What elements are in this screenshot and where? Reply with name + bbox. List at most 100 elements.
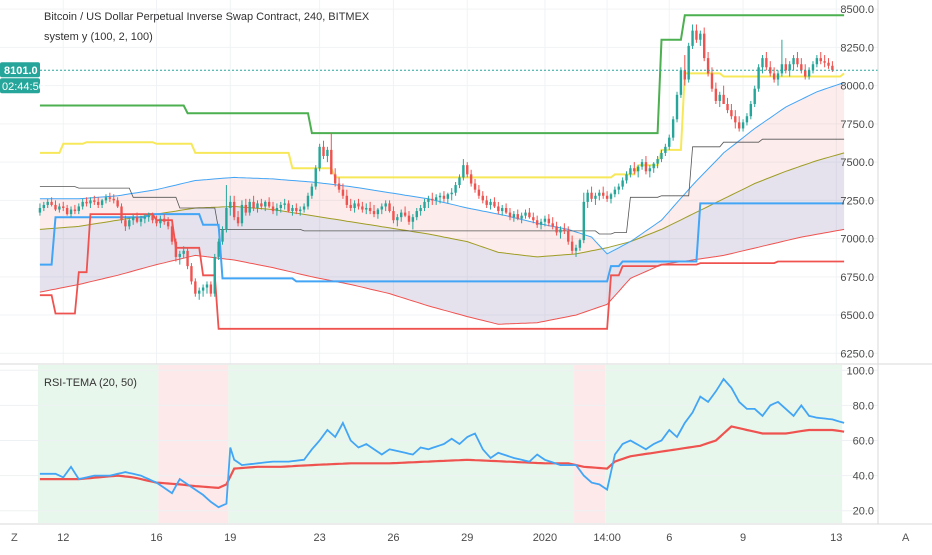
candle-body [209, 284, 213, 294]
candle-body [357, 203, 360, 207]
blue-ma-line [39, 82, 845, 255]
time-tick-label: 14:00 [593, 532, 621, 544]
time-tick-label: 23 [314, 532, 326, 544]
candle-body [58, 206, 61, 210]
candle-body [341, 189, 345, 196]
candle-body [299, 209, 302, 212]
candle-body [679, 70, 683, 95]
candle-body [333, 174, 337, 184]
olive-ma-line [39, 152, 845, 258]
indicator-label: system y (100, 2, 100) [44, 31, 153, 43]
candle-body [388, 203, 391, 212]
candle-body [330, 149, 333, 175]
price-tick-label: 6250.0 [840, 348, 874, 360]
candle-body [194, 281, 197, 294]
candle-body [555, 226, 558, 233]
candle-body [695, 30, 698, 40]
candle-body [737, 122, 741, 129]
rsi-pane[interactable] [0, 365, 878, 523]
candle-body [745, 116, 749, 123]
time-tick-label: 6 [666, 532, 672, 544]
candle-body [699, 33, 702, 40]
lower-band-line [39, 213, 845, 330]
candle-body [703, 33, 706, 59]
candle-body [166, 221, 170, 227]
auto-scale-button[interactable]: A [902, 532, 910, 544]
candle-body [633, 168, 636, 172]
candle-body [400, 212, 403, 218]
time-tick-label: 16 [150, 532, 162, 544]
countdown-tag-text: 02:44:50 [2, 81, 45, 93]
candle-body [260, 203, 263, 207]
candle-body [442, 195, 446, 199]
price-axis[interactable]: 8500.0 8250.0 8000.0 7750.0 7500.0 7250.0 7000… [840, 0, 879, 524]
candle-body [516, 214, 519, 219]
candle-body [466, 165, 469, 175]
price-pane[interactable] [0, 0, 878, 364]
candle-body [438, 195, 442, 198]
candle-body [186, 250, 189, 267]
blue-stair-line [39, 202, 845, 283]
candle-body [497, 206, 500, 212]
candle-body [124, 220, 127, 227]
candle-body [236, 217, 240, 224]
candle-body [252, 201, 255, 208]
candle-body [318, 146, 321, 169]
candle-body [62, 206, 65, 208]
time-axis[interactable]: 12 16 19 23 26 29 2020 14:00 6 9 13 Z A [0, 523, 932, 544]
candle-body [648, 168, 652, 172]
candle-body [594, 195, 597, 199]
candle-body [761, 58, 764, 68]
candle-body [77, 206, 80, 212]
candle-body [178, 253, 181, 257]
candle-body [551, 223, 554, 227]
candle-body [722, 94, 725, 104]
rsi-tick-label: 20.0 [853, 506, 874, 518]
rsi-line [39, 377, 845, 509]
candle-body [796, 58, 799, 65]
candle-body [485, 200, 488, 205]
price-tick-label: 7250.0 [840, 195, 874, 207]
time-tick-label: 26 [387, 532, 399, 544]
red-ma-line [39, 228, 845, 325]
candle-body [636, 166, 640, 172]
candle-body [163, 218, 166, 222]
candle-body [384, 203, 387, 207]
candle-body [73, 209, 77, 212]
candle-body [267, 201, 271, 207]
candle-body [640, 162, 644, 167]
candle-body [687, 45, 690, 80]
candle-body [287, 203, 290, 212]
timezone-button[interactable]: Z [11, 532, 18, 544]
candle-body [508, 212, 512, 218]
upper-band-line [39, 14, 845, 135]
rsi-zone [38, 365, 159, 523]
candle-body [50, 201, 53, 205]
candle-body [780, 64, 784, 74]
candle-body [392, 211, 395, 221]
candle-body [46, 201, 49, 205]
candle-body [644, 162, 648, 172]
time-tick-label: 9 [740, 532, 746, 544]
rsi-tick-label: 40.0 [853, 471, 874, 483]
candle-body [431, 198, 434, 201]
time-tick-label: 12 [57, 532, 69, 544]
candle-body [147, 215, 150, 218]
candle-body [232, 201, 236, 218]
candle-body [69, 209, 73, 215]
candle-body [306, 195, 310, 207]
candle-body [625, 174, 628, 181]
candle-body [477, 189, 481, 196]
rsi-grid [0, 369, 878, 512]
candle-body [264, 201, 267, 207]
candle-body [240, 204, 244, 224]
candle-body [131, 217, 135, 221]
price-ticks: 8500.0 8250.0 8000.0 7750.0 7500.0 7250.0 7000… [840, 4, 874, 360]
candle-body [427, 198, 430, 202]
candle-body [54, 204, 57, 210]
price-tick-label: 7000.0 [840, 234, 874, 246]
candle-body [128, 220, 131, 227]
candle-body [271, 206, 275, 212]
candle-body [310, 186, 314, 196]
candle-body [182, 250, 185, 254]
